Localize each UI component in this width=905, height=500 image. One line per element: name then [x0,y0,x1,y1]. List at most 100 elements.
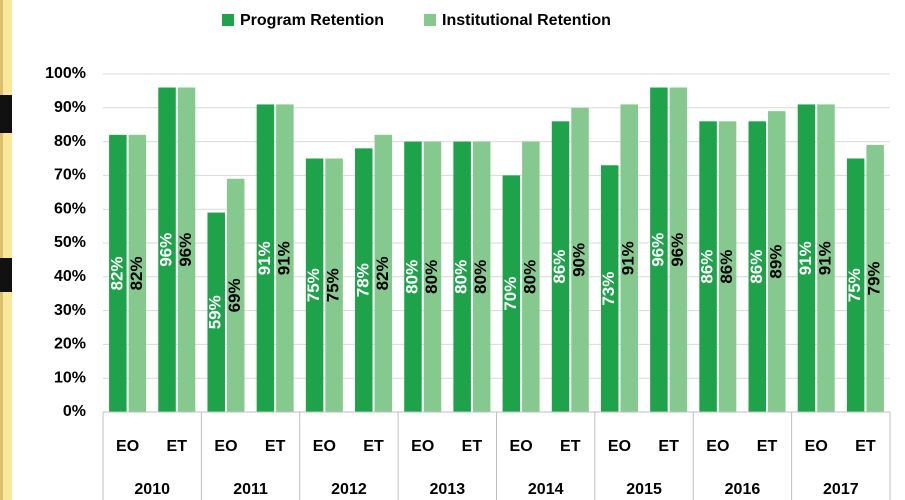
data-label: 91% [274,241,293,275]
data-label: 75% [324,268,343,302]
data-label: 80% [520,260,539,294]
bar [207,212,225,412]
bar [256,104,275,413]
data-label: 75% [845,268,864,302]
bar [177,87,196,413]
data-label: 75% [304,268,323,302]
data-label: 96% [668,233,687,267]
side-block [0,95,12,133]
y-tick-label: 90% [54,99,86,116]
x-tick-label: ET [560,438,581,455]
data-label: 82% [127,256,146,290]
legend-swatch [222,14,234,26]
data-label: 86% [698,250,717,284]
data-label: 80% [402,260,421,294]
group-label: 2015 [626,481,662,498]
bar [571,107,589,413]
bar [650,87,668,413]
data-label: 69% [225,278,244,312]
bar [699,121,717,412]
x-tick-label: ET [265,438,286,455]
group-label: 2017 [823,481,859,498]
data-label: 80% [452,260,471,294]
x-tick-label: ET [363,438,384,455]
data-label: 86% [747,250,766,284]
bar [669,87,688,413]
bar [768,111,786,413]
bar [718,121,737,412]
bar [423,141,442,412]
bar [374,134,393,412]
x-tick-label: EO [116,438,139,455]
group-label: 2014 [528,481,564,498]
data-label: 82% [373,256,392,290]
bar [502,175,521,412]
data-label: 79% [865,261,884,295]
bar [226,178,245,412]
x-tick-label: ET [757,438,778,455]
bar [797,104,816,413]
x-tick-label: ET [462,438,483,455]
x-tick-label: EO [411,438,434,455]
bar [600,165,619,412]
side-border [0,0,3,500]
bar [522,141,540,412]
x-tick-label: ET [658,438,679,455]
y-tick-label: 80% [54,133,86,150]
data-label: 82% [107,256,126,290]
group-label: 2013 [430,481,466,498]
side-block [0,258,12,292]
bar [551,121,570,412]
x-tick-label: EO [706,438,729,455]
y-tick-label: 30% [54,302,86,319]
legend-swatch [424,14,437,26]
data-label: 96% [648,233,667,267]
bar [355,148,373,413]
y-tick-label: 20% [54,336,86,353]
x-tick-label: ET [167,438,188,455]
bar [453,141,471,412]
bar [404,141,422,412]
y-tick-label: 40% [54,268,86,285]
x-tick-label: EO [805,438,828,455]
data-label: 96% [157,233,176,267]
x-tick-label: EO [214,438,237,455]
data-label: 89% [766,245,785,279]
y-tick-label: 0% [63,403,86,420]
y-tick-label: 70% [54,167,86,184]
bar [276,104,294,413]
x-tick-label: EO [510,438,533,455]
data-label: 86% [717,250,736,284]
data-label: 80% [471,260,490,294]
group-label: 2011 [233,481,268,498]
data-label: 91% [796,241,815,275]
data-label: 96% [176,233,195,267]
data-label: 90% [570,243,589,277]
data-label: 91% [255,241,274,275]
data-label: 78% [353,263,372,297]
data-label: 86% [550,250,569,284]
y-tick-label: 50% [54,234,86,251]
bar [748,121,767,412]
group-label: 2010 [134,481,170,498]
y-tick-label: 60% [54,200,86,217]
x-tick-label: EO [608,438,631,455]
data-label: 70% [501,277,520,311]
bar [128,134,147,412]
y-tick-label: 100% [45,65,86,82]
bar [472,141,491,412]
bar [620,104,638,413]
legend-label: Program Retention [240,12,384,29]
bar [325,158,343,412]
bar [109,134,127,412]
bar [158,87,176,413]
group-label: 2012 [331,481,367,498]
data-label: 80% [422,260,441,294]
data-label: 91% [815,241,834,275]
group-label: 2016 [725,481,761,498]
data-label: 91% [619,241,638,275]
bar [817,104,835,413]
legend-label: Institutional Retention [442,12,611,29]
data-label: 73% [599,272,618,306]
